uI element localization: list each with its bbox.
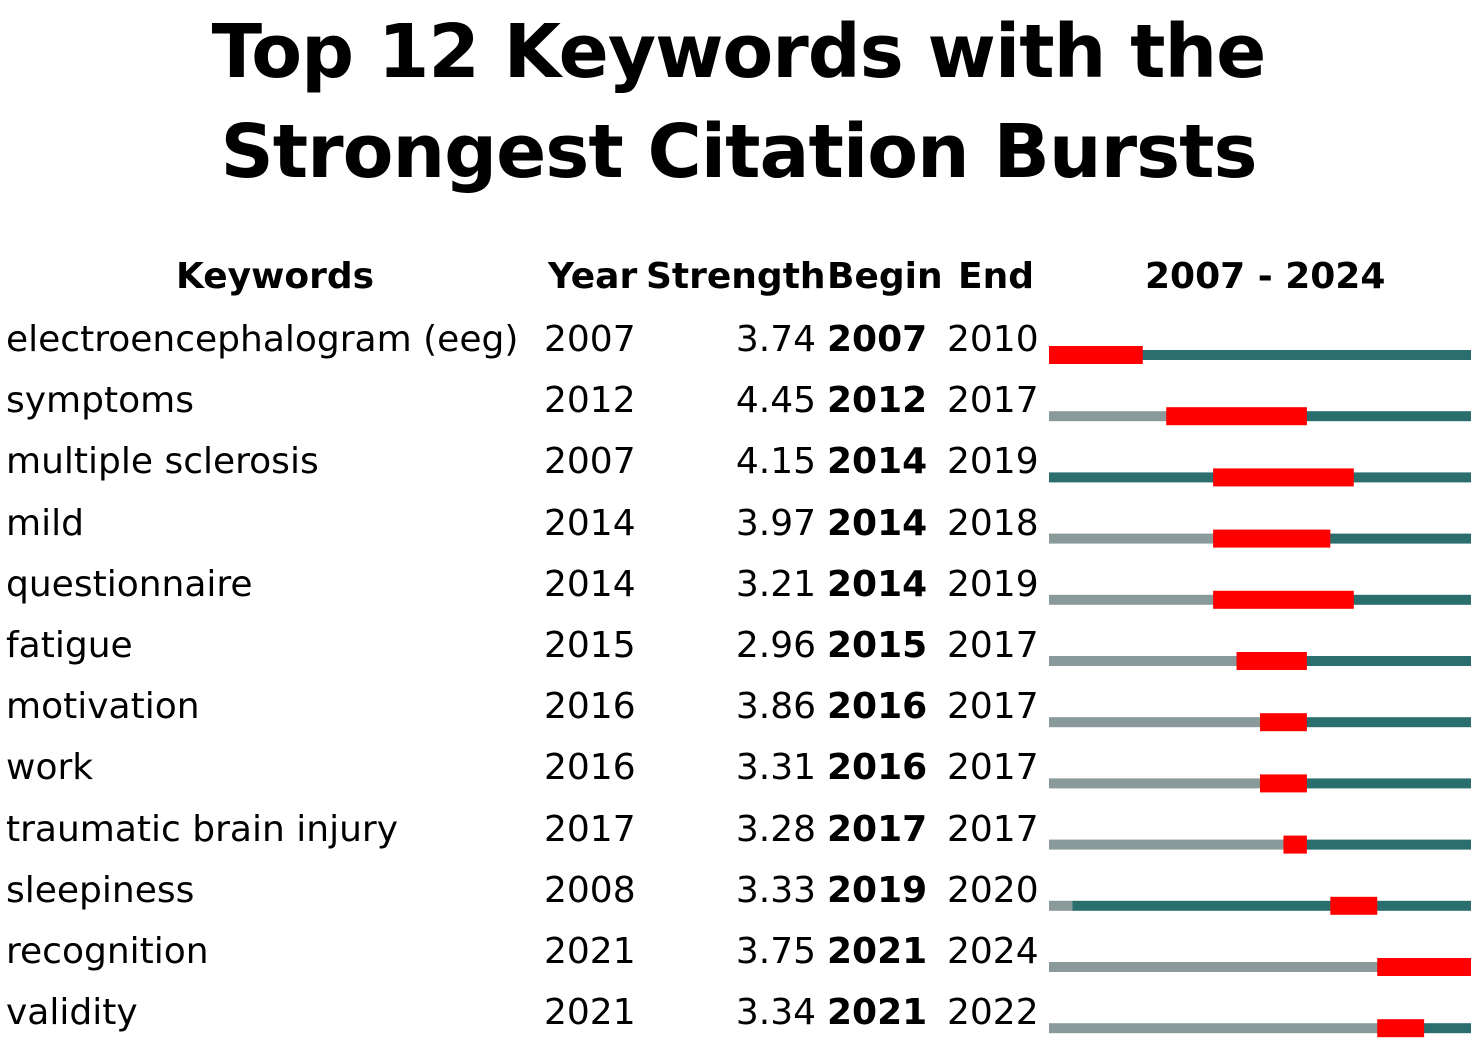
inactive-segment: [1049, 839, 1284, 850]
begin-cell: 2014: [827, 563, 928, 605]
active-segment: [1072, 900, 1471, 911]
keyword-cell: recognition: [6, 931, 209, 972]
end-cell: 2019: [947, 441, 1039, 483]
active-segment: [1283, 839, 1471, 850]
inactive-segment: [1049, 717, 1260, 728]
burst-bar: [1377, 1019, 1425, 1038]
begin-cell: 2016: [827, 747, 928, 789]
burst-bar: [1236, 652, 1307, 670]
end-cell: 2017: [947, 380, 1039, 422]
inactive-segment: [1049, 962, 1378, 972]
header-keywords: Keywords: [176, 256, 375, 297]
year-cell: 2008: [544, 869, 636, 911]
header-year: Year: [548, 256, 638, 297]
begin-cell: 2021: [827, 992, 928, 1034]
inactive-segment: [1049, 594, 1214, 605]
strength-cell: 3.75: [735, 931, 816, 972]
strength-cell: 3.97: [735, 502, 816, 544]
year-cell: 2007: [544, 441, 636, 483]
inactive-segment: [1049, 411, 1167, 422]
keyword-cell: work: [6, 747, 94, 789]
keyword-cell: fatigue: [6, 625, 133, 666]
active-segment: [1049, 350, 1471, 360]
active-segment: [1213, 533, 1471, 544]
year-cell: 2015: [544, 625, 636, 666]
strength-cell: 3.33: [735, 869, 816, 911]
begin-cell: 2014: [827, 441, 928, 483]
keyword-cell: mild: [6, 502, 84, 544]
inactive-segment: [1049, 1023, 1378, 1034]
year-cell: 2014: [544, 563, 636, 605]
header-strength: Strength: [646, 256, 826, 297]
active-segment: [1166, 411, 1471, 422]
header-begin: Begin: [827, 256, 943, 297]
strength-cell: 4.45: [735, 380, 816, 422]
burst-bar: [1377, 958, 1471, 976]
keyword-cell: questionnaire: [6, 563, 253, 605]
burst-bar: [1166, 407, 1307, 426]
strength-cell: 2.96: [735, 625, 816, 666]
end-cell: 2018: [947, 502, 1039, 544]
keyword-cell: validity: [6, 992, 138, 1034]
strength-cell: 3.86: [735, 686, 816, 728]
keyword-cell: multiple sclerosis: [6, 441, 319, 483]
burst-bar: [1260, 774, 1307, 793]
keyword-cell: traumatic brain injury: [6, 808, 398, 850]
keyword-cell: sleepiness: [6, 869, 195, 911]
burst-bar: [1260, 713, 1307, 732]
active-segment: [1260, 717, 1471, 728]
begin-cell: 2014: [827, 502, 928, 544]
year-cell: 2014: [544, 502, 636, 544]
begin-cell: 2021: [827, 931, 928, 972]
end-cell: 2024: [947, 931, 1039, 972]
begin-cell: 2019: [827, 869, 928, 911]
burst-bar: [1049, 346, 1143, 364]
end-cell: 2022: [947, 992, 1039, 1034]
year-cell: 2021: [544, 992, 636, 1034]
year-cell: 2007: [544, 319, 636, 360]
end-cell: 2017: [947, 808, 1039, 850]
begin-cell: 2016: [827, 686, 928, 728]
keyword-cell: symptoms: [6, 380, 194, 422]
end-cell: 2020: [947, 869, 1039, 911]
keyword-cell: motivation: [6, 686, 200, 728]
begin-cell: 2007: [827, 319, 928, 360]
strength-cell: 3.74: [735, 319, 816, 360]
burst-bar: [1213, 468, 1354, 487]
strength-cell: 3.21: [735, 563, 816, 605]
strength-cell: 3.28: [735, 808, 816, 850]
keyword-cell: electroencephalogram (eeg): [6, 319, 519, 360]
chart-title: Top 12 Keywords with the Strongest Citat…: [211, 9, 1267, 195]
burst-bar: [1213, 529, 1331, 548]
year-cell: 2017: [544, 808, 636, 850]
end-cell: 2019: [947, 563, 1039, 605]
begin-cell: 2015: [827, 625, 928, 666]
year-cell: 2016: [544, 747, 636, 789]
burst-bar: [1283, 835, 1307, 854]
year-cell: 2021: [544, 931, 636, 972]
burst-bar: [1330, 896, 1378, 915]
end-cell: 2017: [947, 747, 1039, 789]
active-segment: [1260, 778, 1471, 789]
begin-cell: 2012: [827, 380, 928, 422]
active-segment: [1236, 656, 1471, 666]
year-cell: 2016: [544, 686, 636, 728]
burst-bar: [1213, 590, 1354, 609]
year-cell: 2012: [544, 380, 636, 422]
begin-cell: 2017: [827, 808, 928, 850]
end-cell: 2017: [947, 625, 1039, 666]
inactive-segment: [1049, 656, 1237, 666]
strength-cell: 3.31: [735, 747, 816, 789]
header-timeline-range: 2007 - 2024: [1145, 256, 1386, 297]
end-cell: 2010: [947, 319, 1039, 360]
strength-cell: 4.15: [735, 441, 816, 483]
inactive-segment: [1049, 900, 1073, 911]
inactive-segment: [1049, 778, 1260, 789]
strength-cell: 3.34: [735, 992, 816, 1034]
end-cell: 2017: [947, 686, 1039, 728]
header-end: End: [958, 256, 1034, 297]
inactive-segment: [1049, 533, 1214, 544]
